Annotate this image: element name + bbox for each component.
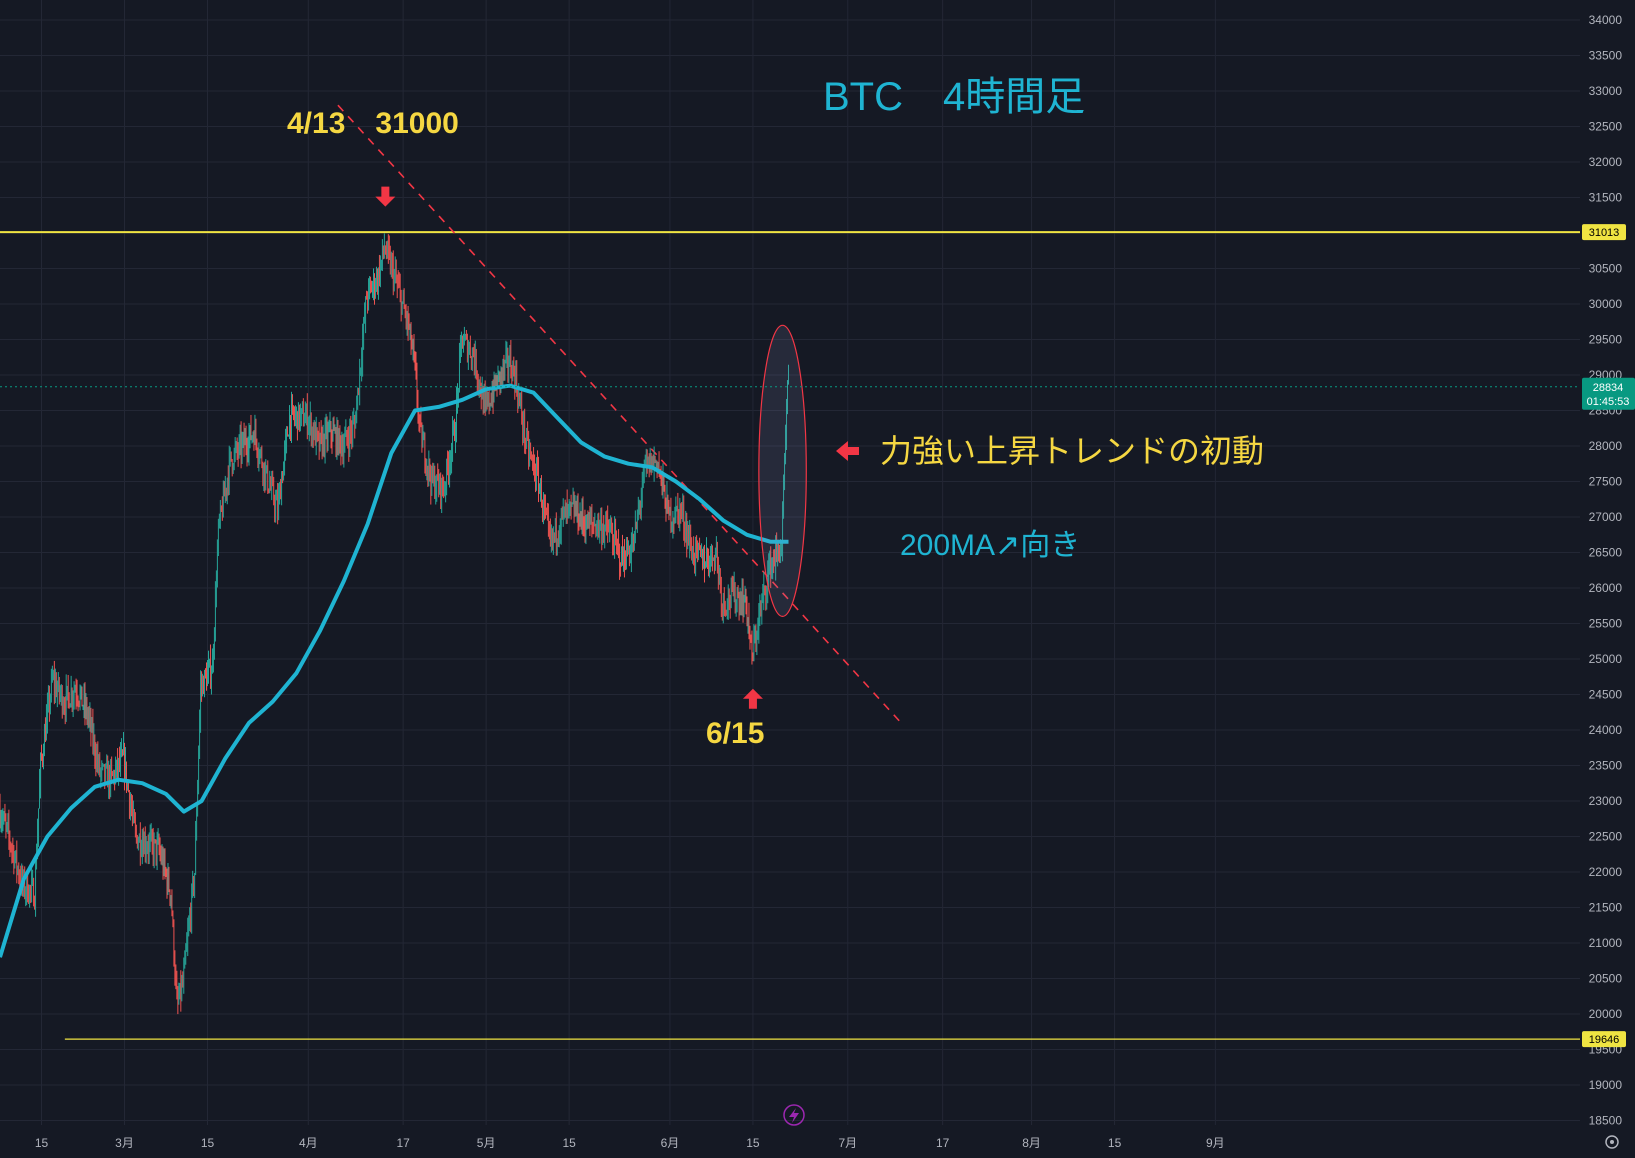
x-tick-label: 5月 [477,1136,496,1150]
x-tick-label: 15 [746,1136,760,1150]
x-tick-label: 9月 [1206,1136,1225,1150]
highlight-ellipse[interactable] [758,324,807,617]
trendline[interactable] [337,104,902,724]
y-tick-label: 33500 [1589,49,1623,63]
y-tick-label: 20500 [1589,972,1623,986]
y-tick-label: 21000 [1589,936,1623,950]
x-tick-label: 15 [562,1136,576,1150]
current-price-tag [1582,377,1635,410]
y-tick-label: 30500 [1589,262,1623,276]
y-tick-label: 18500 [1589,1114,1623,1128]
lightning-icon[interactable] [783,1104,805,1126]
price-tag [1582,1031,1626,1048]
y-tick-label: 21500 [1589,901,1623,915]
y-tick-label: 24000 [1589,723,1623,737]
time-axis[interactable] [0,1125,1580,1153]
ma-direction-label: 200MA↗向き [900,529,1080,562]
y-tick-label: 19000 [1589,1078,1623,1092]
y-tick-label: 23000 [1589,794,1623,808]
price-tag-label: 19646 [1589,1034,1620,1046]
y-tick-label: 26000 [1589,581,1623,595]
y-tick-label: 26500 [1589,546,1623,560]
highlight-ellipse-group[interactable] [758,324,807,617]
y-tick-label: 23500 [1589,759,1623,773]
x-tick-label: 17 [936,1136,950,1150]
x-tick-label: 15 [201,1136,215,1150]
countdown-label: 01:45:53 [1587,396,1630,408]
chart-title: BTC 4時間足 [823,75,1085,119]
y-tick-label: 22000 [1589,865,1623,879]
x-tick-label: 15 [35,1136,49,1150]
ma-200-line[interactable] [0,383,789,958]
y-tick-label: 25000 [1589,652,1623,666]
price-tag-label: 31013 [1589,227,1620,239]
up-arrow-icon [742,688,763,709]
price-tag [1582,224,1626,241]
x-tick-label: 7月 [838,1136,857,1150]
current-price-label: 28834 [1593,382,1624,394]
x-tick-label: 17 [396,1136,410,1150]
x-tick-label: 6月 [661,1136,680,1150]
horizontal-lines[interactable] [0,231,1580,1040]
y-tick-label: 32000 [1589,155,1623,169]
y-tick-label: 34000 [1589,13,1623,27]
left-arrow-icon [836,441,859,461]
y-tick-label: 25500 [1589,617,1623,631]
down-arrow-icon [375,186,396,207]
x-tick-label: 15 [1108,1136,1122,1150]
descending-trendline[interactable] [337,104,902,724]
y-tick-label: 33000 [1589,84,1623,98]
y-tick-label: 24500 [1589,688,1623,702]
y-tick-label: 31500 [1589,191,1623,205]
y-tick-label: 22500 [1589,830,1623,844]
ma-200-line[interactable] [0,383,789,958]
annotations: BTC 4時間足 4/13 31000 6/15 力強い上昇トレンドの初動 20… [287,75,1264,750]
y-tick-label: 27500 [1589,475,1623,489]
x-tick-label: 3月 [115,1136,134,1150]
price-tags: 31013 19646 28834 01:45:53 [0,224,1635,1048]
y-tick-label: 32500 [1589,120,1623,134]
y-tick-label: 27000 [1589,510,1623,524]
top-date-price-label: 4/13 31000 [287,107,459,140]
y-tick-label: 29500 [1589,333,1623,347]
grid [0,0,1580,1125]
y-tick-label: 28000 [1589,439,1623,453]
arrows [375,186,859,709]
trend-start-label: 力強い上昇トレンドの初動 [880,433,1264,469]
low-date-label: 6/15 [706,717,764,750]
settings-gear-icon[interactable] [1605,1135,1619,1149]
y-tick-label: 20000 [1589,1007,1623,1021]
x-tick-label: 4月 [299,1136,318,1150]
y-tick-label: 30000 [1589,297,1623,311]
price-axis[interactable] [1580,0,1635,1153]
x-tick-label: 8月 [1022,1136,1041,1150]
